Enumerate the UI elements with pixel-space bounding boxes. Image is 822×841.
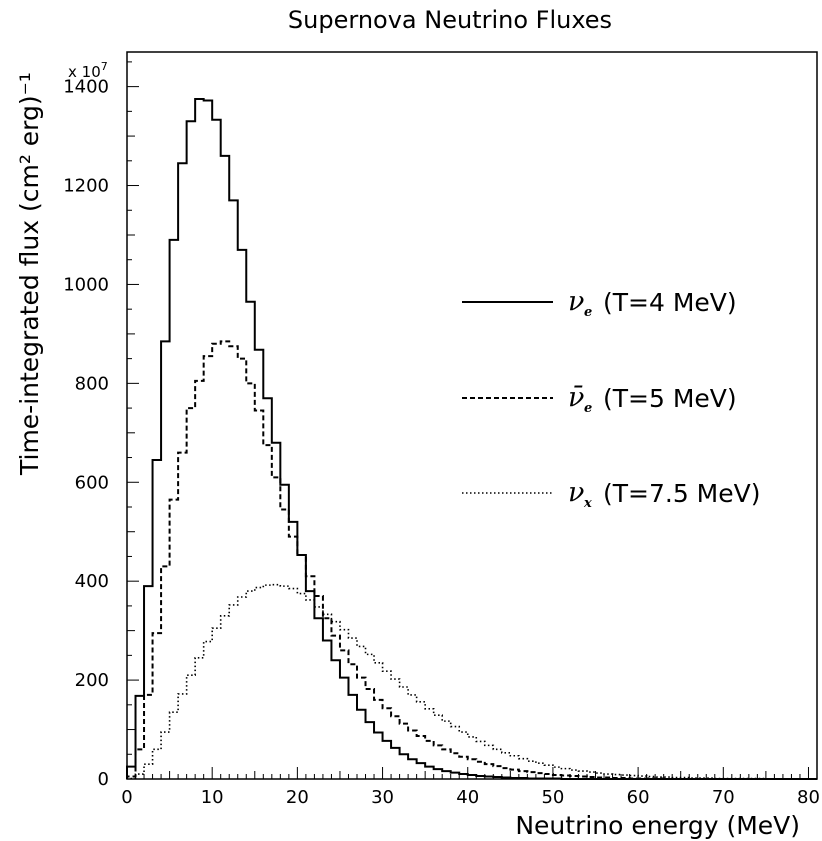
- plot-frame: [126, 51, 818, 780]
- x-tick-label: 20: [286, 787, 309, 808]
- y-axis: 0 200 400 600 800 1000 1200 1400: [63, 61, 139, 790]
- legend-label: (T=4 MeV): [603, 288, 737, 317]
- x-axis: 0 10 20 30 40 50 60 70 80: [121, 767, 820, 808]
- y-tick-label: 400: [75, 571, 109, 592]
- legend-subscript: e: [584, 401, 592, 416]
- y-multiplier-exponent: 7: [101, 60, 108, 73]
- legend-subscript: x: [583, 496, 592, 511]
- x-tick-label: 80: [797, 787, 820, 808]
- y-tick-label: 1400: [63, 77, 109, 98]
- y-multiplier: x 107: [68, 60, 108, 81]
- legend-label: (T=5 MeV): [603, 384, 737, 413]
- series-dashed-histogram: [126, 340, 817, 780]
- x-tick-label: 10: [201, 787, 224, 808]
- series-dotted-histogram: [126, 583, 817, 780]
- x-axis-label: Neutrino energy (MeV): [515, 811, 800, 840]
- y-tick-label: 200: [75, 670, 109, 691]
- legend-subscript: e: [584, 305, 592, 320]
- plot-area: [126, 51, 818, 780]
- y-tick-label: 0: [98, 769, 109, 790]
- legend-label: (T=7.5 MeV): [603, 479, 760, 508]
- chart-title: Supernova Neutrino Fluxes: [288, 6, 612, 34]
- y-axis-label: Time-integrated flux (cm² erg)⁻¹: [15, 72, 44, 476]
- y-tick-label: 800: [75, 373, 109, 394]
- legend-symbol: ν: [568, 286, 584, 317]
- x-tick-label: 40: [456, 787, 479, 808]
- series-solid-histogram: [126, 97, 817, 780]
- x-tick-label: 50: [541, 787, 564, 808]
- series-layer: [126, 97, 817, 780]
- x-tick-label: 60: [627, 787, 650, 808]
- x-tick-label: 70: [712, 787, 735, 808]
- legend-symbol: ν: [568, 477, 584, 508]
- y-tick-label: 1000: [63, 274, 109, 295]
- x-tick-label: 0: [121, 787, 132, 808]
- y-tick-label: 600: [75, 472, 109, 493]
- x-tick-label: 30: [371, 787, 394, 808]
- y-multiplier-base: x 10: [68, 63, 101, 81]
- legend-symbol: ν̄: [568, 382, 584, 413]
- y-tick-label: 1200: [63, 176, 109, 197]
- legend: ν e (T=4 MeV)ν̄ e (T=5 MeV)ν x (T=7.5 MeV): [462, 286, 760, 511]
